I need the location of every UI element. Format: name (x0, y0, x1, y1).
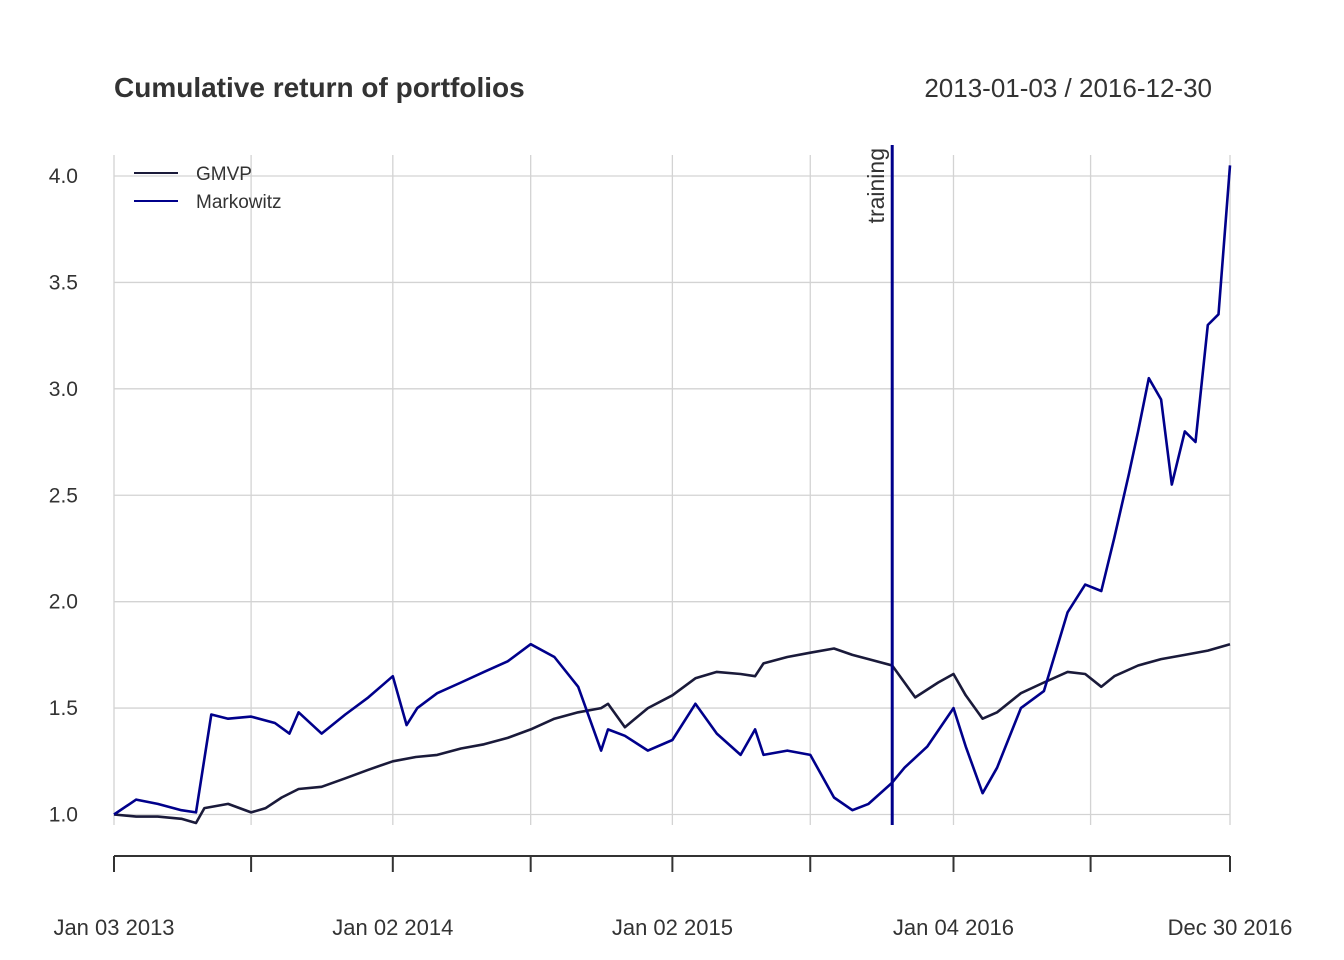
y-axis: 1.0 1.5 2.0 2.5 3.0 3.5 4.0 (49, 165, 78, 827)
legend-label-gmvp: GMVP (196, 164, 252, 185)
x-axis: Jan 03 2013 Jan 02 2014 Jan 02 2015 Jan 04 … (53, 855, 1293, 940)
y-tick-label: 1.0 (49, 804, 78, 827)
series-group (113, 165, 1232, 825)
training-label: training (863, 148, 889, 223)
x-tick-label: Dec 30 2016 (1168, 915, 1293, 940)
series-line-markowitz (113, 165, 1232, 816)
y-tick-label: 3.5 (49, 271, 78, 294)
x-tick-label: Jan 03 2013 (53, 915, 174, 940)
y-tick-label: 3.0 (49, 378, 78, 401)
legend: GMVP Markowitz (134, 164, 282, 213)
training-marker: training (863, 145, 894, 825)
x-tick-label: Jan 04 2016 (893, 915, 1014, 940)
y-tick-label: 4.0 (49, 165, 78, 188)
series-line-gmvp (113, 642, 1231, 825)
legend-label-markowitz: Markowitz (196, 192, 282, 213)
x-tick-label: Jan 02 2014 (332, 915, 453, 940)
y-tick-label: 1.5 (49, 697, 78, 720)
chart-title: Cumulative return of portfolios (114, 72, 525, 103)
y-tick-label: 2.5 (49, 484, 78, 507)
chart-date-range: 2013-01-03 / 2016-12-30 (924, 73, 1212, 103)
grid (113, 155, 1231, 825)
y-tick-label: 2.0 (49, 591, 78, 614)
x-tick-label: Jan 02 2015 (612, 915, 733, 940)
